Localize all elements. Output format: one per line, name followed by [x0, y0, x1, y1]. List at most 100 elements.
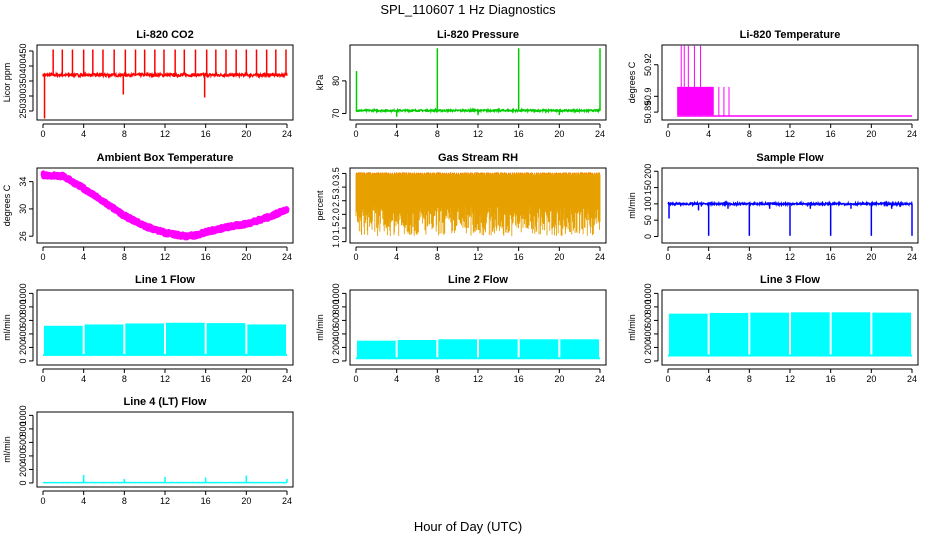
x-axis: 0 4 8 12 16 20 24 — [665, 123, 917, 139]
x-tick-label: 0 — [665, 129, 670, 139]
y-tick-label: 1.5 — [331, 222, 341, 235]
chart-panel-line4: Line 4 (LT) Flow ml/min 0 4 8 12 16 20 24 0 200400… — [2, 396, 294, 506]
x-axis: 0 4 8 12 16 20 24 — [40, 123, 292, 139]
y-tick-label: 400 — [18, 58, 28, 73]
x-tick-label: 24 — [595, 252, 605, 262]
y-tick-label: 400 — [643, 326, 653, 341]
y-tick-label: 3.0 — [331, 181, 341, 194]
series-segment — [479, 339, 518, 359]
x-tick-label: 16 — [514, 129, 524, 139]
series-band — [677, 86, 714, 116]
x-tick-label: 24 — [595, 374, 605, 384]
series-segment — [519, 339, 559, 359]
x-tick-label: 4 — [706, 129, 711, 139]
x-tick-label: 8 — [747, 252, 752, 262]
y-tick-label: 800 — [643, 299, 653, 314]
y-tick-label: 50.92 — [643, 53, 653, 76]
x-tick-label: 20 — [241, 129, 251, 139]
y-axis-label: degrees C — [627, 61, 637, 103]
x-tick-label: 24 — [595, 129, 605, 139]
y-axis-label: kPa — [315, 75, 325, 91]
x-tick-label: 24 — [282, 374, 292, 384]
plot-frame — [36, 289, 294, 366]
x-axis: 0 4 8 12 16 20 24 — [353, 123, 605, 139]
x-tick-label: 8 — [435, 374, 440, 384]
x-tick-label: 0 — [665, 374, 670, 384]
chart-panel-licor_temp: Li-820 Temperature degrees C 0 4 8 12 16 20 24 50… — [627, 29, 919, 139]
x-tick-label: 0 — [40, 252, 45, 262]
x-axis: 0 4 8 12 16 20 24 — [40, 246, 292, 262]
y-tick-label: 0 — [18, 480, 28, 485]
y-axis-label: ml/min — [315, 314, 325, 341]
x-tick-label: 16 — [826, 374, 836, 384]
x-tick-label: 20 — [866, 374, 876, 384]
panel-title: Line 3 Flow — [760, 274, 820, 286]
y-axis: 26 30 34 — [18, 177, 34, 241]
series-segment — [831, 312, 871, 356]
panel-title: Line 2 Flow — [448, 274, 508, 286]
y-tick-label: 1000 — [18, 283, 28, 303]
panel-title: Ambient Box Temperature — [97, 152, 234, 164]
y-tick-label: 0 — [643, 358, 653, 363]
x-tick-label: 8 — [122, 496, 127, 506]
data-layer — [42, 474, 288, 484]
x-tick-label: 20 — [866, 252, 876, 262]
y-tick-label: 800 — [18, 421, 28, 436]
data-layer — [356, 339, 600, 360]
x-axis: 0 4 8 12 16 20 24 — [665, 246, 917, 262]
x-tick-label: 8 — [747, 374, 752, 384]
data-layer — [43, 322, 287, 356]
y-tick-label: 350 — [18, 73, 28, 88]
x-tick-label: 16 — [826, 129, 836, 139]
y-tick-label: 800 — [331, 299, 341, 314]
x-tick-label: 12 — [160, 252, 170, 262]
x-tick-label: 0 — [40, 129, 45, 139]
y-tick-label: 800 — [18, 299, 28, 314]
x-tick-label: 4 — [706, 252, 711, 262]
y-tick-label: 80 — [331, 76, 341, 86]
chart-panel-box_temp: Ambient Box Temperature degrees C 0 4 8 12 16 2… — [2, 152, 294, 262]
x-tick-label: 12 — [785, 252, 795, 262]
series-segment — [206, 323, 246, 355]
data-layer — [667, 200, 913, 236]
plot-frame — [349, 167, 607, 244]
x-axis: 0 4 8 12 16 20 24 — [353, 368, 605, 384]
y-tick-label: 50.89 — [643, 101, 653, 124]
chart-panel-line3: Line 3 Flow ml/min 0 4 8 12 16 20 24 0 20040060080… — [627, 274, 919, 384]
y-tick-label: 50 — [643, 215, 653, 225]
y-tick-label: 30 — [18, 204, 28, 214]
x-tick-label: 0 — [40, 374, 45, 384]
series-segment — [791, 312, 830, 356]
data-layer — [677, 45, 912, 117]
x-tick-label: 8 — [122, 252, 127, 262]
x-tick-label: 0 — [353, 129, 358, 139]
x-tick-label: 16 — [826, 252, 836, 262]
y-axis-label: ml/min — [2, 314, 12, 341]
series-segment — [560, 339, 599, 359]
y-axis-label: ml/min — [2, 436, 12, 463]
y-tick-label: 400 — [18, 448, 28, 463]
x-tick-label: 20 — [241, 496, 251, 506]
x-axis: 0 4 8 12 16 20 24 — [665, 368, 917, 384]
x-tick-label: 16 — [201, 374, 211, 384]
y-tick-label: 0 — [643, 234, 653, 239]
x-tick-label: 16 — [201, 496, 211, 506]
y-axis: 70 80 — [331, 76, 347, 118]
x-tick-label: 12 — [473, 129, 483, 139]
chart-panel-rh: Gas Stream RH percent 0 4 8 12 16 20 24 1.01.52.0… — [315, 152, 607, 262]
series-segment — [44, 325, 83, 355]
series-segment — [750, 312, 789, 356]
y-tick-label: 600 — [643, 313, 653, 328]
x-tick-label: 4 — [81, 374, 86, 384]
series-segment — [872, 312, 911, 356]
x-axis: 0 4 8 12 16 20 24 — [40, 490, 292, 506]
panel-title: Li-820 Pressure — [437, 29, 519, 41]
y-tick-label: 0 — [18, 358, 28, 363]
x-tick-label: 4 — [81, 496, 86, 506]
